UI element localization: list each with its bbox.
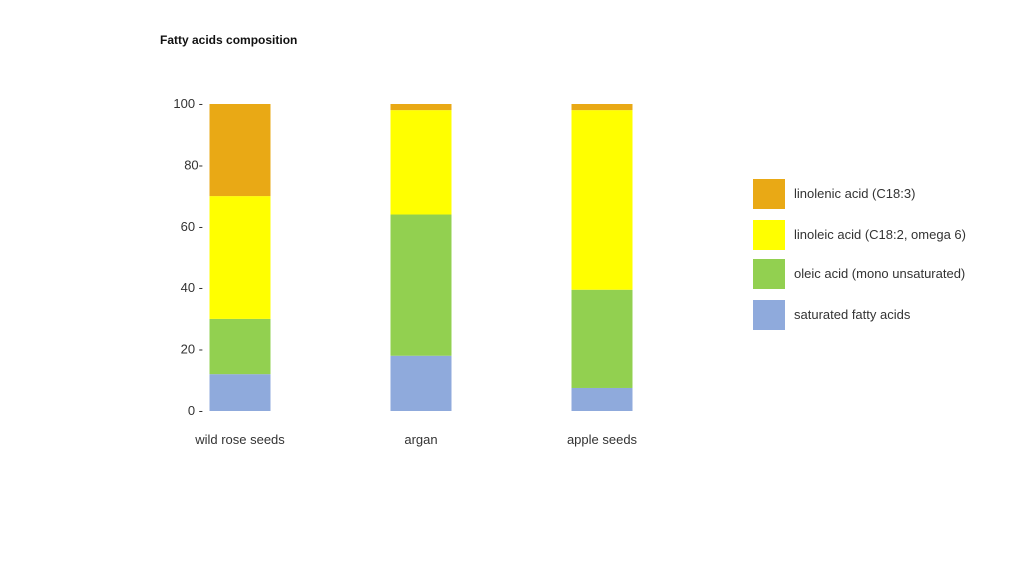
legend: linolenic acid (C18:3) linoleic acid (C18… xyxy=(753,179,966,330)
bar-segment xyxy=(571,387,633,411)
bars xyxy=(209,104,633,411)
legend-swatch xyxy=(753,220,785,250)
bar-segment xyxy=(209,318,271,375)
legend-swatch xyxy=(753,259,785,289)
category-label: apple seeds xyxy=(567,432,638,447)
bar-segment xyxy=(390,355,452,411)
legend-label: linoleic acid (C18:2, omega 6) xyxy=(794,227,966,242)
y-axis-ticks: 0 - 20 - 40 - 60 - 80- 100 - xyxy=(173,96,203,418)
bar-segment xyxy=(571,104,633,111)
chart-title: Fatty acids composition xyxy=(160,33,298,47)
category-label: argan xyxy=(404,432,437,447)
legend-label: oleic acid (mono unsaturated) xyxy=(794,266,965,281)
y-tick-label: 100 - xyxy=(173,96,203,111)
y-tick-label: 60 - xyxy=(181,219,203,234)
bar-segment xyxy=(209,104,271,197)
bar-segment xyxy=(390,214,452,356)
bar-segment xyxy=(209,374,271,411)
legend-label: saturated fatty acids xyxy=(794,307,911,322)
category-label: wild rose seeds xyxy=(194,432,285,447)
bar-segment xyxy=(390,104,452,111)
bar-segment xyxy=(209,196,271,319)
bar-segment xyxy=(390,110,452,215)
y-tick-label: 20 - xyxy=(181,342,203,357)
legend-swatch xyxy=(753,179,785,209)
y-tick-label: 80- xyxy=(184,157,203,172)
bar-segment xyxy=(571,110,633,290)
y-tick-label: 40 - xyxy=(181,280,203,295)
legend-swatch xyxy=(753,300,785,330)
legend-label: linolenic acid (C18:3) xyxy=(794,186,915,201)
category-labels: wild rose seeds argan apple seeds xyxy=(194,432,637,447)
y-tick-label: 0 - xyxy=(188,403,203,418)
bar-segment xyxy=(571,289,633,388)
